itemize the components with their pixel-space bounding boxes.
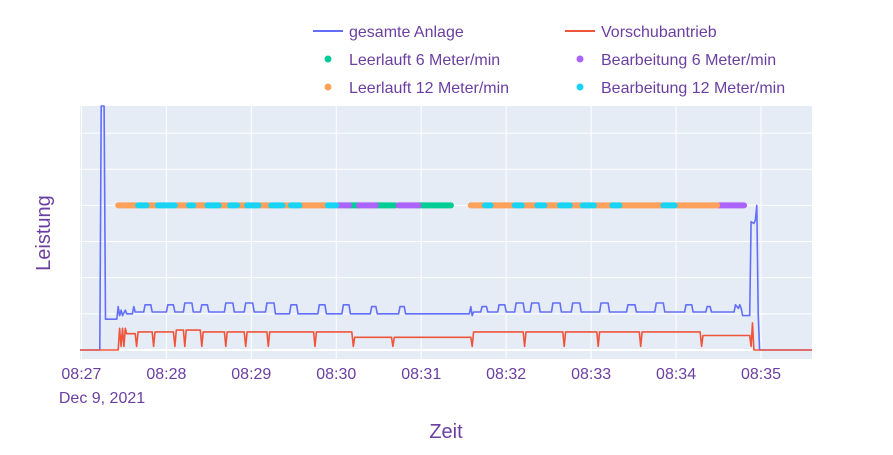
x-date-label: Dec 9, 2021 <box>59 390 145 407</box>
legend-item[interactable]: gesamte Anlage <box>313 24 464 41</box>
legend-label: Leerlauft 12 Meter/min <box>349 80 509 97</box>
series-line <box>80 105 812 351</box>
x-axis-title: Zeit <box>429 421 463 443</box>
x-tick-label: 08:27 <box>61 366 101 383</box>
x-tick-label: 08:28 <box>146 366 186 383</box>
legend-item[interactable]: Bearbeitung 12 Meter/min <box>576 80 786 97</box>
series-line <box>80 322 812 351</box>
legend-label: Bearbeitung 6 Meter/min <box>601 52 776 69</box>
x-tick-label: 08:31 <box>401 366 441 383</box>
legend-label: Vorschubantrieb <box>601 24 717 41</box>
y-axis-title: Leistung <box>33 195 55 271</box>
legend-label: Bearbeitung 12 Meter/min <box>601 80 785 97</box>
legend-label: gesamte Anlage <box>349 24 464 41</box>
x-tick-label: 08:32 <box>486 366 526 383</box>
x-tick-label: 08:35 <box>741 366 781 383</box>
legend-swatch <box>576 55 584 63</box>
legend-item[interactable]: Vorschubantrieb <box>565 24 717 41</box>
x-tick-label: 08:33 <box>571 366 611 383</box>
x-tick-labels: 08:27 08:28 08:29 08:30 08:31 08:32 08:33 08:34… <box>61 366 781 383</box>
x-tick-label: 08:29 <box>231 366 271 383</box>
legend-item[interactable]: Leerlauft 6 Meter/min <box>324 52 501 69</box>
series-layer <box>80 105 812 351</box>
legend[interactable]: gesamte Anlage Vorschubantrieb Leerlauft 6… <box>313 24 785 97</box>
x-tick-label: 08:34 <box>656 366 696 383</box>
legend-item[interactable]: Bearbeitung 6 Meter/min <box>576 52 777 69</box>
legend-swatch <box>576 83 584 91</box>
plot-background <box>80 106 812 359</box>
legend-label: Leerlauft 6 Meter/min <box>349 52 500 69</box>
legend-swatch <box>324 55 332 63</box>
legend-swatch <box>324 83 332 91</box>
x-tick-label: 08:30 <box>316 366 356 383</box>
legend-item[interactable]: Leerlauft 12 Meter/min <box>324 80 510 97</box>
